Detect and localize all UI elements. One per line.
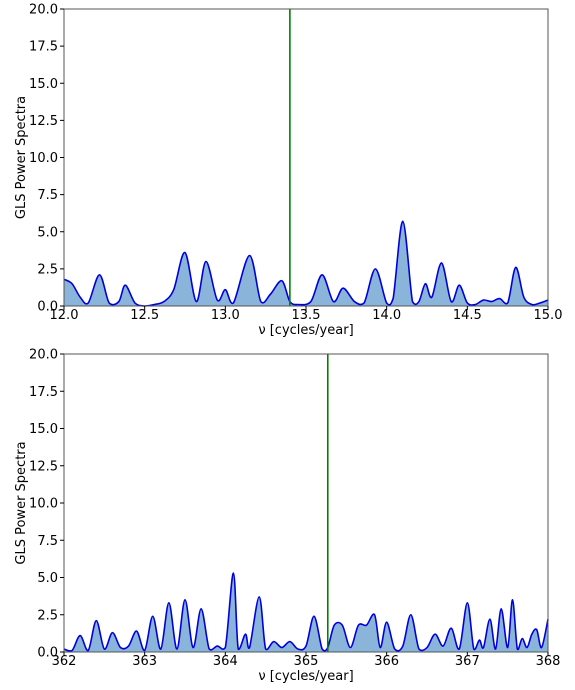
y-tick-label: 20.0 [29,3,58,18]
x-tick-label: 12.0 [50,308,79,323]
x-tick-label: 13.5 [292,308,321,323]
y-tick-label: 10.0 [29,151,58,166]
x-axis-ticks: 362 363 364 365 366 367 368 [52,652,561,669]
y-tick-label: 10.0 [29,497,58,512]
y-tick-label: 5.0 [37,225,58,240]
power-line [64,221,548,306]
y-tick-label: 7.5 [37,534,58,549]
power-series-line [64,221,548,306]
x-axis-label: ν [cycles/year] [258,669,353,684]
y-tick-label: 12.5 [29,114,58,129]
x-axis-ticks: 12.0 12.5 13.0 13.5 14.0 14.5 15.0 [50,306,563,323]
y-axis-ticks: 0.02.55.07.510.012.515.017.520.0 [29,3,64,315]
y-tick-label: 2.5 [37,608,58,623]
y-tick-label: 15.0 [29,422,58,437]
y-tick-label: 20.0 [29,348,58,363]
y-tick-label: 12.5 [29,459,58,474]
x-tick-label: 363 [132,654,157,669]
plot-frame [64,9,548,306]
y-tick-label: 5.0 [37,571,58,586]
power-fill [64,573,548,652]
x-tick-label: 12.5 [130,308,159,323]
power-fill-area [64,221,548,306]
x-tick-label: 13.0 [211,308,240,323]
y-axis-label: GLS Power Spectra [14,96,29,219]
y-tick-label: 17.5 [29,40,58,55]
x-tick-label: 15.0 [534,308,563,323]
y-tick-label: 2.5 [37,262,58,277]
x-tick-label: 364 [213,654,238,669]
x-tick-label: 366 [374,654,399,669]
x-axis-label: ν [cycles/year] [258,323,353,338]
y-axis-ticks: 0.02.55.07.510.012.515.017.520.0 [29,348,64,661]
y-tick-label: 15.0 [29,77,58,92]
x-tick-label: 368 [536,654,561,669]
x-tick-label: 14.5 [453,308,482,323]
x-tick-label: 367 [455,654,480,669]
plot-frame [64,354,548,652]
power-fill [64,221,548,306]
y-tick-label: 17.5 [29,385,58,400]
power-fill-area [64,573,548,652]
x-tick-label: 362 [52,654,77,669]
y-tick-label: 7.5 [37,188,58,203]
x-tick-label: 365 [294,654,319,669]
x-tick-label: 14.0 [372,308,401,323]
y-axis-label: GLS Power Spectra [14,441,29,564]
